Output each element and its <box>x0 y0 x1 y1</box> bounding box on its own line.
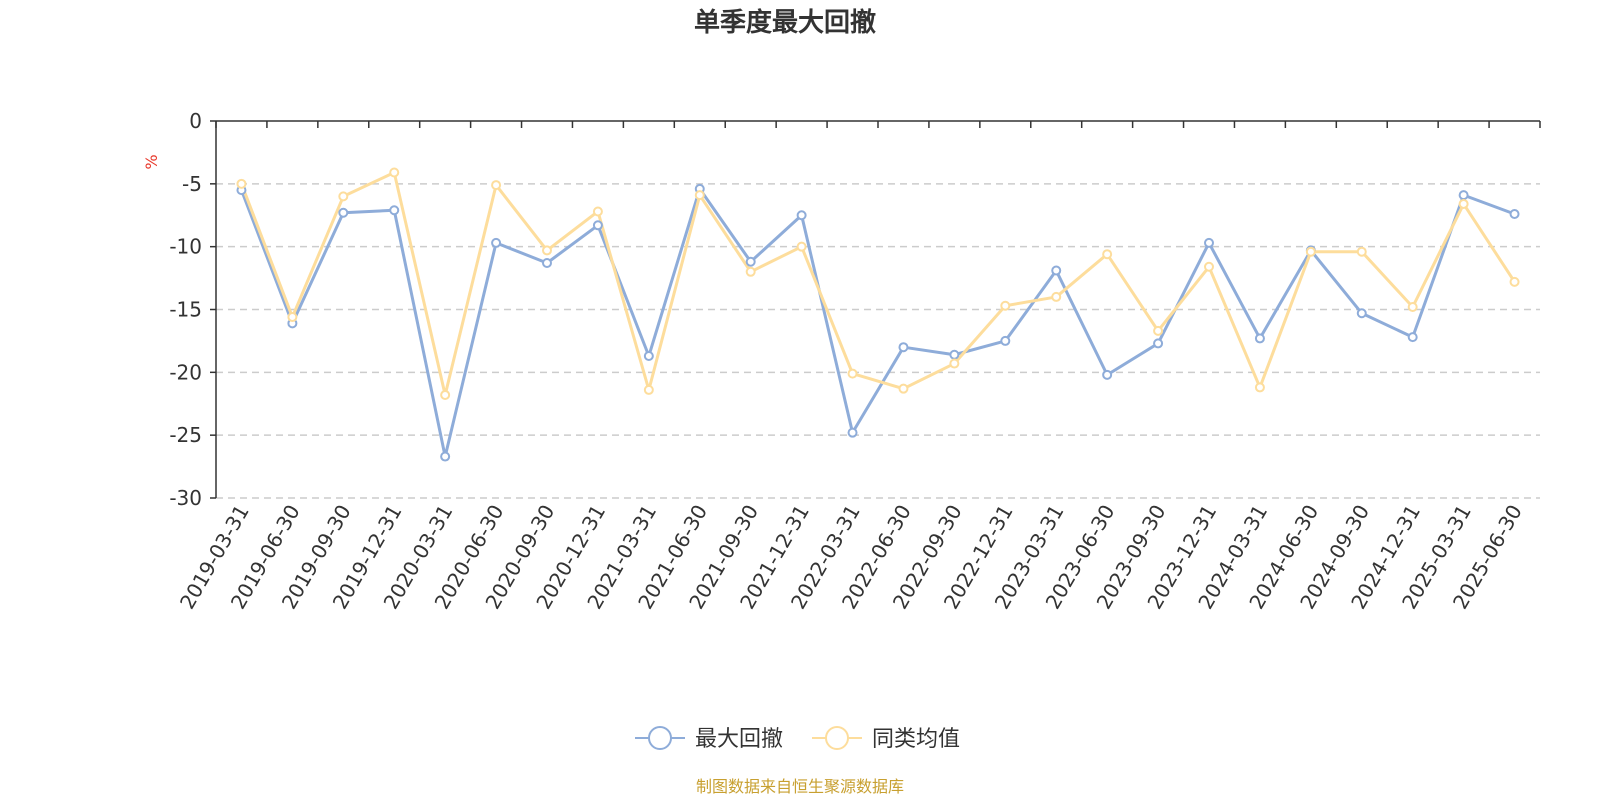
data-point[interactable] <box>1305 246 1316 257</box>
data-point[interactable] <box>1102 249 1113 260</box>
data-point[interactable] <box>847 427 858 438</box>
grid-lines <box>216 183 1540 499</box>
data-point[interactable] <box>1254 382 1265 393</box>
y-tick-label: -15 <box>169 298 202 322</box>
legend-item-2[interactable]: 同类均值 <box>812 726 960 752</box>
data-point[interactable] <box>796 241 807 252</box>
y-tick-label: -25 <box>169 423 202 447</box>
data-point[interactable] <box>542 258 552 269</box>
series-line-2 <box>240 171 1516 397</box>
source-note: 制图数据来自恒生聚源数据库 <box>696 777 904 796</box>
legend-label: 同类均值 <box>872 727 960 752</box>
y-axis: 0 -5 -10 -15 -20 -25 -30 <box>169 109 217 510</box>
data-point[interactable] <box>440 389 451 400</box>
data-point[interactable] <box>1102 369 1113 380</box>
data-point[interactable] <box>1254 333 1265 344</box>
data-point[interactable] <box>745 266 756 277</box>
data-point[interactable] <box>949 358 960 369</box>
data-point[interactable] <box>491 237 502 248</box>
legend-marker <box>825 726 849 750</box>
data-point[interactable] <box>592 220 603 231</box>
data-point[interactable] <box>542 245 552 256</box>
data-point[interactable] <box>440 451 451 462</box>
data-point[interactable] <box>1407 301 1418 312</box>
data-point[interactable] <box>287 312 298 323</box>
data-point[interactable] <box>643 384 654 395</box>
y-tick-label: -5 <box>182 172 202 196</box>
data-point[interactable] <box>1356 308 1367 319</box>
data-point[interactable] <box>847 368 858 379</box>
data-point[interactable] <box>1000 300 1011 311</box>
data-point[interactable] <box>389 167 400 178</box>
data-point[interactable] <box>1000 335 1011 346</box>
data-point[interactable] <box>796 210 807 221</box>
data-point[interactable] <box>1204 261 1214 272</box>
data-point[interactable] <box>1356 246 1367 257</box>
legend[interactable]: 最大回撤 同类均值 <box>635 726 960 752</box>
y-tick-label: -30 <box>169 486 202 510</box>
data-point[interactable] <box>1204 237 1214 248</box>
legend-label: 最大回撤 <box>695 727 783 752</box>
data-point[interactable] <box>1458 190 1469 201</box>
data-point[interactable] <box>1458 198 1469 209</box>
data-point[interactable] <box>1153 325 1164 336</box>
data-point[interactable] <box>236 178 247 189</box>
y-axis-unit: % <box>142 154 161 169</box>
data-point[interactable] <box>1407 332 1418 343</box>
data-point[interactable] <box>745 256 756 267</box>
data-point[interactable] <box>1153 338 1164 349</box>
data-point[interactable] <box>389 205 400 216</box>
data-point[interactable] <box>338 207 349 218</box>
series-line-1 <box>240 187 1516 459</box>
data-point[interactable] <box>898 383 909 394</box>
data-point[interactable] <box>1051 291 1062 302</box>
data-point[interactable] <box>491 180 502 191</box>
data-point[interactable] <box>1051 265 1062 276</box>
chart-title: 单季度最大回撤 <box>694 7 876 38</box>
data-point[interactable] <box>1509 276 1520 287</box>
data-point[interactable] <box>592 206 603 217</box>
y-tick-label: 0 <box>189 109 202 133</box>
legend-item-1[interactable]: 最大回撤 <box>635 726 783 752</box>
series-layer <box>236 167 1520 462</box>
data-point[interactable] <box>338 191 349 202</box>
data-point[interactable] <box>949 349 960 360</box>
data-point[interactable] <box>1509 208 1520 219</box>
data-point[interactable] <box>694 190 705 201</box>
y-tick-label: -10 <box>169 235 202 259</box>
data-point[interactable] <box>643 350 654 361</box>
y-tick-label: -20 <box>169 360 202 384</box>
data-point[interactable] <box>898 342 909 353</box>
x-axis: 2019-03-312019-06-302019-09-302019-12-31… <box>175 120 1541 613</box>
legend-marker <box>648 726 672 750</box>
